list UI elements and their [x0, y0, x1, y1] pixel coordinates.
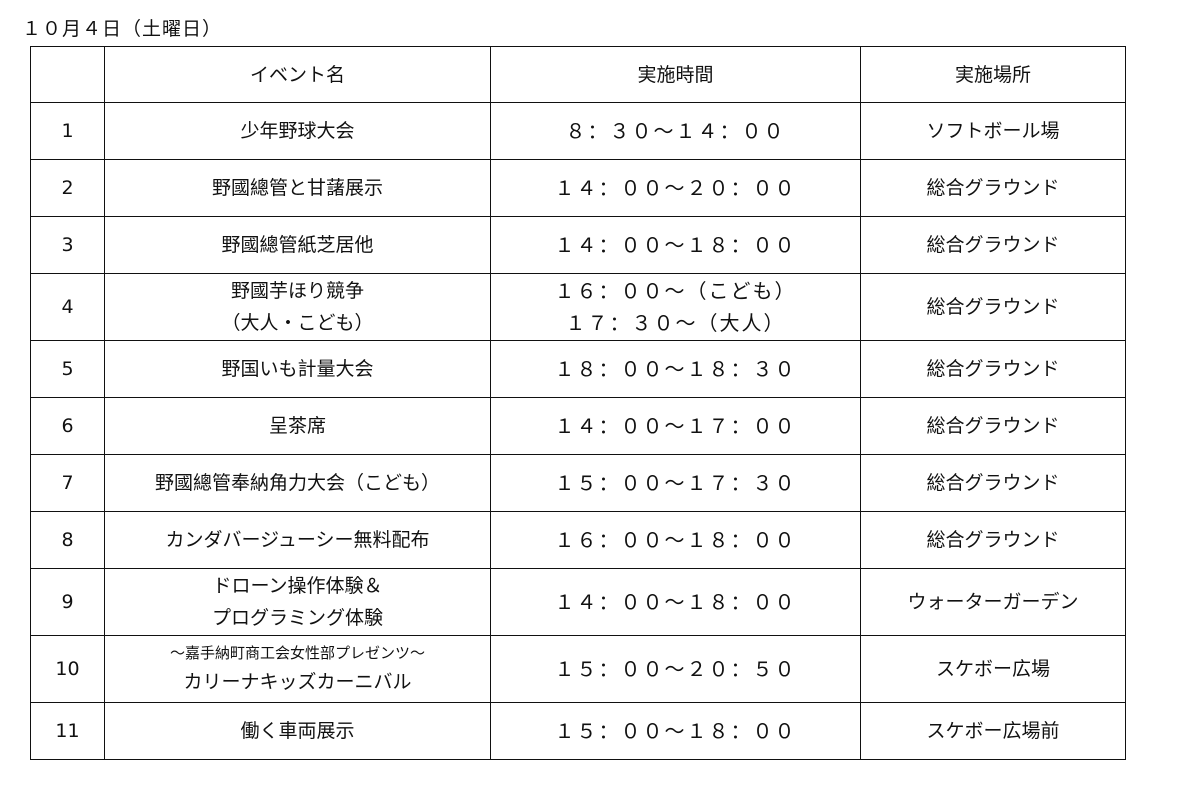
table-header-row: イベント名 実施時間 実施場所: [30, 46, 1126, 103]
time-cell: ８：３０～１４：００: [490, 102, 861, 160]
time-cell: １４：００～１８：００: [490, 568, 861, 636]
row-number: 9: [30, 568, 105, 636]
row-number: 2: [30, 159, 105, 217]
row-number: 11: [30, 702, 105, 760]
time-line: １５：００～２０：５０: [554, 657, 797, 681]
place-cell: スケボー広場: [860, 635, 1126, 703]
time-cell: １６：００～１８：００: [490, 511, 861, 569]
event-name-cell: 働く車両展示: [104, 702, 491, 760]
table-row: 11 働く車両展示 １５：００～１８：００ スケボー広場前: [30, 702, 1126, 760]
header-event-name: イベント名: [104, 46, 491, 103]
event-name-cell: 少年野球大会: [104, 102, 491, 160]
time-line: １５：００～１７：３０: [554, 471, 797, 495]
event-name-line: 野國芋ほり競争: [230, 280, 364, 302]
header-place: 実施場所: [860, 46, 1126, 103]
event-name-cell: ドローン操作体験＆ プログラミング体験: [104, 568, 491, 636]
event-name-cell: 野國總管と甘藷展示: [104, 159, 491, 217]
time-line: １６：００～１８：００: [554, 528, 797, 552]
event-name-line: 働く車両展示: [240, 720, 355, 742]
event-name-cell: ～嘉手納町商工会女性部プレゼンツ～ カリーナキッズカーニバル: [104, 635, 491, 703]
table-row: 1 少年野球大会 ８：３０～１４：００ ソフトボール場: [30, 102, 1126, 160]
time-cell: １５：００～２０：５０: [490, 635, 861, 703]
time-line: １４：００～１７：００: [554, 414, 797, 438]
table-row: 7 野國總管奉納角力大会（こども） １５：００～１７：３０ 総合グラウンド: [30, 454, 1126, 512]
place-cell: 総合グラウンド: [860, 397, 1126, 455]
row-number: 7: [30, 454, 105, 512]
row-number: 8: [30, 511, 105, 569]
place-cell: スケボー広場前: [860, 702, 1126, 760]
table-row: 2 野國總管と甘藷展示 １４：００～２０：００ 総合グラウンド: [30, 159, 1126, 217]
event-name-line: 野國總管と甘藷展示: [211, 177, 383, 199]
time-cell: １４：００～１８：００: [490, 216, 861, 274]
time-cell: １５：００～１７：３０: [490, 454, 861, 512]
event-name-cell: 野國芋ほり競争 （大人・こども）: [104, 273, 491, 341]
row-number: 3: [30, 216, 105, 274]
event-schedule-table: イベント名 実施時間 実施場所 1 少年野球大会 ８：３０～１４：００ ソフトボール場…: [30, 46, 1126, 760]
place-cell: ウォーターガーデン: [860, 568, 1126, 636]
event-name-line: プログラミング体験: [211, 607, 383, 629]
event-name-line: 野国いも計量大会: [221, 358, 374, 380]
time-cell: １６：００～（こども） １７：３０～（大人）: [490, 273, 861, 341]
place-cell: 総合グラウンド: [860, 159, 1126, 217]
time-line: １８：００～１８：３０: [554, 357, 797, 381]
page-title: １０月４日（土曜日）: [22, 18, 223, 40]
event-name-line: ドローン操作体験＆: [212, 575, 383, 597]
table-row: 4 野國芋ほり競争 （大人・こども） １６：００～（こども） １７：３０～（大人） 総合グ…: [30, 273, 1126, 341]
event-name-line: 少年野球大会: [240, 120, 355, 142]
event-name-line: カンダバージューシー無料配布: [165, 529, 430, 551]
table-row: 8 カンダバージューシー無料配布 １６：００～１８：００ 総合グラウンド: [30, 511, 1126, 569]
time-line: １４：００～１８：００: [554, 590, 797, 614]
event-name-cell: 呈茶席: [104, 397, 491, 455]
row-number: 1: [30, 102, 105, 160]
row-number: 10: [30, 635, 105, 703]
event-name-line: カリーナキッズカーニバル: [183, 671, 412, 693]
place-cell: 総合グラウンド: [860, 454, 1126, 512]
place-cell: 総合グラウンド: [860, 273, 1126, 341]
event-name-line: 野國總管紙芝居他: [221, 234, 374, 256]
place-cell: ソフトボール場: [860, 102, 1126, 160]
table-row: 6 呈茶席 １４：００～１７：００ 総合グラウンド: [30, 397, 1126, 455]
table-row: 5 野国いも計量大会 １８：００～１８：３０ 総合グラウンド: [30, 340, 1126, 398]
place-cell: 総合グラウンド: [860, 511, 1126, 569]
header-number: [30, 46, 105, 103]
row-number: 6: [30, 397, 105, 455]
time-cell: １８：００～１８：３０: [490, 340, 861, 398]
row-number: 5: [30, 340, 105, 398]
time-cell: １５：００～１８：００: [490, 702, 861, 760]
event-name-line: （大人・こども）: [221, 312, 374, 334]
time-cell: １４：００～１７：００: [490, 397, 861, 455]
header-time: 実施時間: [490, 46, 861, 103]
row-number: 4: [30, 273, 105, 341]
time-line: ８：３０～１４：００: [565, 119, 786, 143]
event-name-cell: 野國總管紙芝居他: [104, 216, 491, 274]
event-name-line: ～嘉手納町商工会女性部プレゼンツ～: [169, 644, 425, 662]
place-cell: 総合グラウンド: [860, 340, 1126, 398]
event-name-cell: カンダバージューシー無料配布: [104, 511, 491, 569]
table-row: 9 ドローン操作体験＆ プログラミング体験 １４：００～１８：００ ウォーターガーデン: [30, 568, 1126, 636]
event-name-cell: 野国いも計量大会: [104, 340, 491, 398]
time-line: １４：００～２０：００: [554, 176, 797, 200]
table-row: 3 野國總管紙芝居他 １４：００～１８：００ 総合グラウンド: [30, 216, 1126, 274]
event-name-cell: 野國總管奉納角力大会（こども）: [104, 454, 491, 512]
event-name-line: 呈茶席: [268, 415, 326, 437]
time-line: １６：００～（こども）: [554, 279, 797, 303]
time-line: １７：３０～（大人）: [565, 311, 786, 335]
table-row: 10 ～嘉手納町商工会女性部プレゼンツ～ カリーナキッズカーニバル １５：００～２０：…: [30, 635, 1126, 703]
place-cell: 総合グラウンド: [860, 216, 1126, 274]
time-line: １５：００～１８：００: [554, 719, 797, 743]
time-line: １４：００～１８：００: [554, 233, 797, 257]
event-name-line: 野國總管奉納角力大会（こども）: [154, 472, 440, 494]
time-cell: １４：００～２０：００: [490, 159, 861, 217]
